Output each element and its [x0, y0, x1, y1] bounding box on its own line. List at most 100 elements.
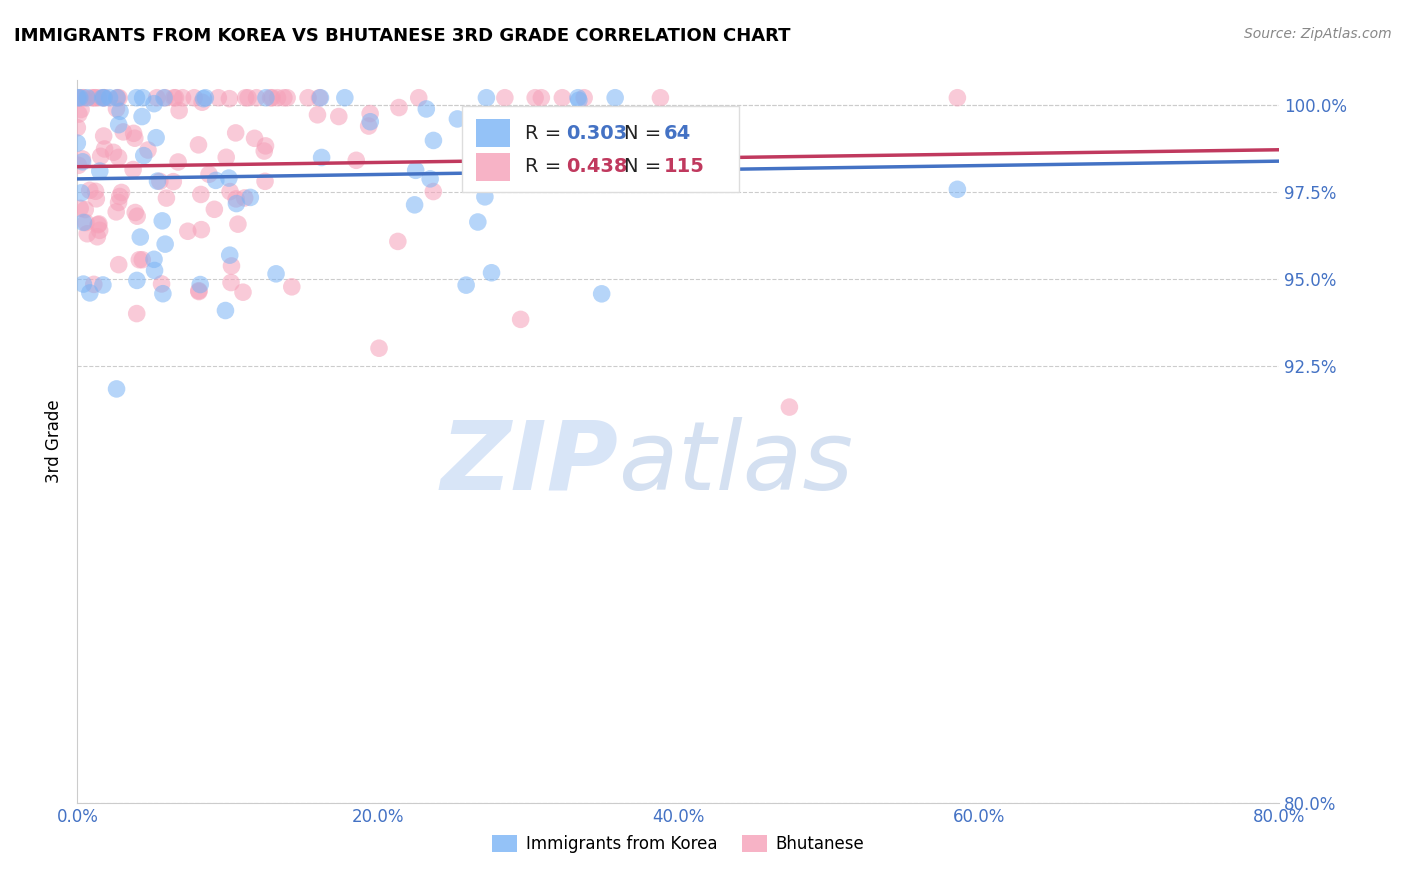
Point	[165, 91, 187, 105]
Point	[91, 91, 114, 105]
Point	[131, 91, 153, 105]
Point	[262, 91, 284, 105]
Point	[422, 185, 444, 199]
Point	[509, 312, 531, 326]
Point	[946, 182, 969, 196]
Point	[72, 91, 94, 105]
Point	[76, 227, 98, 241]
Point	[190, 222, 212, 236]
Point	[368, 341, 391, 355]
Point	[108, 91, 131, 105]
Point	[66, 91, 89, 105]
Point	[107, 258, 129, 272]
Point	[188, 277, 211, 292]
FancyBboxPatch shape	[463, 105, 738, 193]
Text: atlas: atlas	[619, 417, 853, 509]
Point	[66, 136, 89, 150]
Text: 115: 115	[664, 158, 704, 177]
Point	[190, 187, 212, 202]
Point	[146, 174, 169, 188]
Point	[87, 91, 110, 105]
Point	[155, 191, 177, 205]
Point	[122, 126, 145, 140]
Point	[219, 185, 242, 199]
Point	[202, 202, 225, 217]
Point	[83, 91, 105, 105]
Point	[125, 273, 148, 287]
Point	[226, 217, 249, 231]
Point	[187, 137, 209, 152]
Point	[218, 171, 240, 186]
Point	[344, 153, 367, 168]
Point	[254, 174, 277, 188]
Point	[98, 91, 121, 105]
Point	[204, 173, 226, 187]
Point	[167, 103, 190, 118]
Point	[524, 91, 547, 105]
Point	[572, 91, 595, 105]
Text: N =: N =	[624, 123, 668, 143]
Point	[307, 108, 329, 122]
Point	[79, 183, 101, 197]
Point	[946, 91, 969, 105]
Point	[253, 144, 276, 158]
Point	[91, 277, 114, 292]
Point	[84, 91, 107, 105]
Point	[152, 286, 174, 301]
Point	[236, 91, 259, 105]
Point	[72, 215, 94, 229]
Point	[83, 277, 105, 292]
Point	[239, 190, 262, 204]
Point	[93, 142, 115, 156]
Point	[221, 259, 243, 273]
Point	[183, 91, 205, 105]
Point	[67, 158, 90, 172]
Point	[112, 125, 135, 139]
Point	[422, 133, 444, 147]
Point	[311, 151, 333, 165]
Point	[72, 277, 94, 291]
Legend: Immigrants from Korea, Bhutanese: Immigrants from Korea, Bhutanese	[485, 828, 872, 860]
Point	[153, 237, 176, 252]
Point	[89, 164, 111, 178]
Point	[155, 91, 177, 105]
Point	[93, 91, 115, 105]
Point	[80, 91, 103, 105]
Point	[72, 154, 94, 169]
Point	[328, 110, 350, 124]
Point	[108, 189, 131, 203]
Point	[84, 184, 107, 198]
Point	[405, 163, 427, 178]
Point	[254, 139, 277, 153]
Point	[87, 218, 110, 232]
Point	[273, 91, 295, 105]
Point	[89, 223, 111, 237]
Point	[254, 91, 277, 105]
Point	[79, 285, 101, 300]
Point	[150, 277, 173, 291]
Point	[70, 103, 93, 117]
Point	[359, 114, 381, 128]
Point	[108, 104, 131, 119]
Point	[387, 235, 409, 249]
Point	[70, 186, 93, 200]
Point	[143, 263, 166, 277]
Point	[75, 202, 97, 217]
Point	[650, 91, 672, 105]
Point	[105, 382, 128, 396]
Point	[86, 192, 108, 206]
Point	[67, 107, 90, 121]
Point	[93, 128, 115, 143]
Point	[150, 214, 173, 228]
Point	[357, 119, 380, 133]
Text: R =: R =	[524, 158, 567, 177]
Point	[419, 172, 441, 186]
Point	[567, 91, 589, 105]
Point	[105, 205, 128, 219]
Point	[67, 91, 90, 105]
Point	[218, 248, 240, 262]
Point	[232, 285, 254, 300]
Point	[143, 252, 166, 267]
Point	[93, 91, 115, 105]
Y-axis label: 3rd Grade: 3rd Grade	[45, 400, 63, 483]
